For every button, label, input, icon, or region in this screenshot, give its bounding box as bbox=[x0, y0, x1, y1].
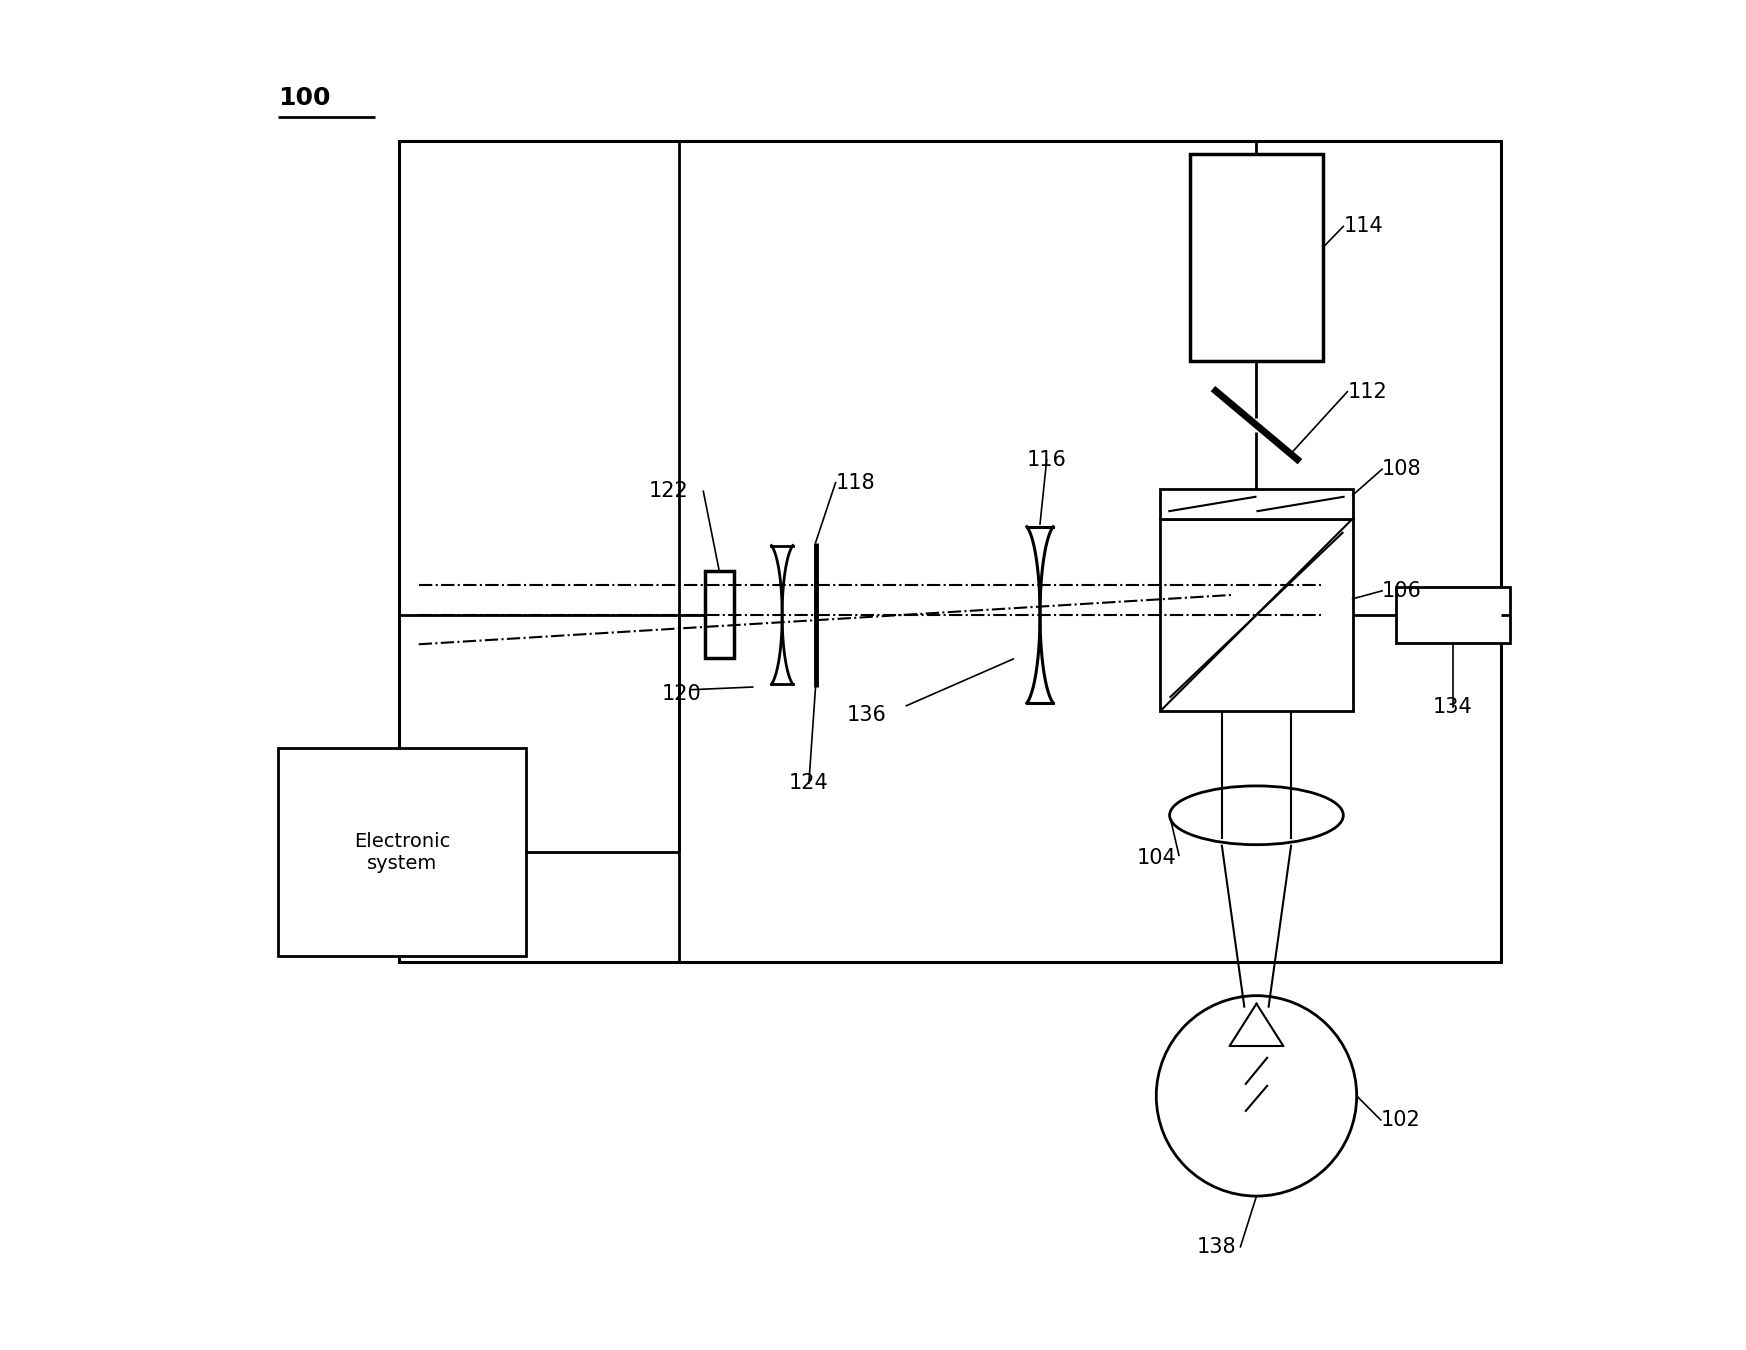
Text: 106: 106 bbox=[1383, 580, 1421, 601]
Text: 102: 102 bbox=[1381, 1110, 1421, 1130]
Text: 118: 118 bbox=[836, 472, 875, 493]
Text: 104: 104 bbox=[1137, 848, 1177, 868]
Bar bbox=[1397, 587, 1510, 643]
Ellipse shape bbox=[1170, 786, 1343, 845]
Bar bbox=[278, 748, 526, 956]
Bar bbox=[1161, 518, 1353, 711]
Text: 138: 138 bbox=[1196, 1237, 1236, 1257]
Text: 136: 136 bbox=[847, 705, 887, 725]
Text: 108: 108 bbox=[1383, 459, 1421, 479]
Text: 100: 100 bbox=[278, 86, 332, 109]
Bar bbox=[398, 140, 1502, 963]
Ellipse shape bbox=[1156, 996, 1357, 1196]
Text: Electronic
system: Electronic system bbox=[354, 832, 450, 872]
Text: 116: 116 bbox=[1027, 450, 1067, 470]
Text: 114: 114 bbox=[1343, 216, 1383, 236]
Bar bbox=[1189, 154, 1323, 360]
Text: 122: 122 bbox=[650, 482, 688, 501]
Text: 134: 134 bbox=[1433, 697, 1472, 717]
Text: 112: 112 bbox=[1348, 382, 1386, 402]
Bar bbox=[705, 571, 733, 659]
Text: 124: 124 bbox=[789, 774, 829, 794]
Text: 120: 120 bbox=[662, 683, 702, 703]
Bar bbox=[1161, 489, 1353, 518]
